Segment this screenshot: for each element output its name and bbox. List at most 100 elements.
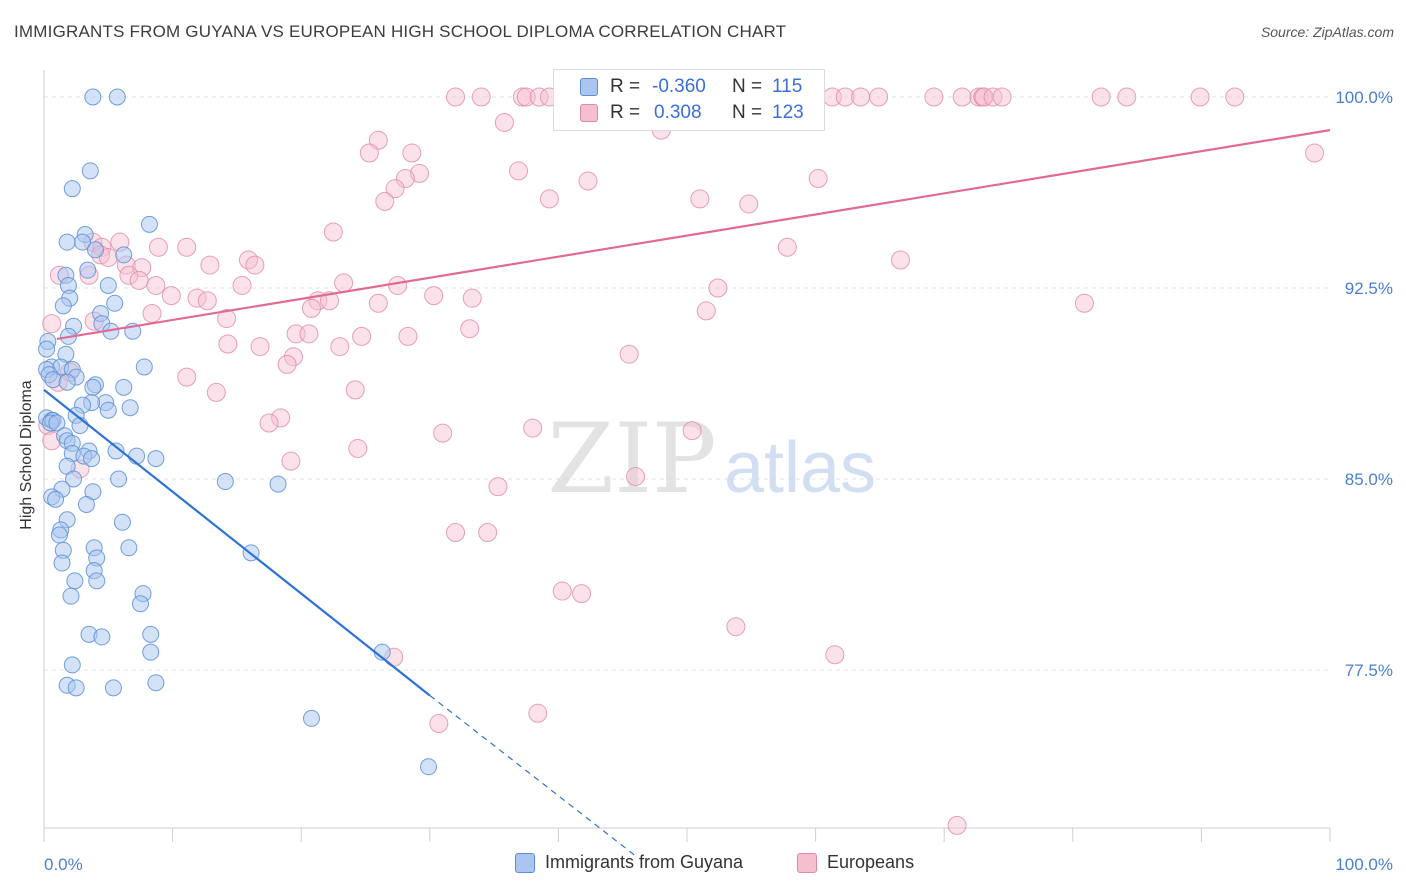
legend-item-europeans[interactable]: Europeans: [797, 852, 914, 873]
europeans-point: [572, 584, 592, 604]
guyana-point: [50, 526, 68, 544]
guyana-point: [93, 628, 111, 646]
europeans-point: [281, 451, 301, 471]
guyana-point: [54, 297, 72, 315]
legend-swatch-europeans: [797, 852, 817, 873]
europeans-point: [271, 408, 291, 428]
europeans-point: [232, 275, 252, 295]
europeans-point: [947, 815, 967, 835]
europeans-point: [217, 309, 237, 329]
europeans-swatch: [580, 104, 598, 122]
guyana-point: [63, 180, 81, 198]
guyana-point: [58, 373, 76, 391]
europeans-point: [494, 112, 514, 132]
europeans-point: [509, 161, 529, 181]
europeans-point: [690, 189, 710, 209]
europeans-point: [696, 301, 716, 321]
n-label: N =: [732, 76, 763, 97]
europeans-point: [42, 314, 62, 334]
europeans-point: [177, 367, 197, 387]
europeans-point: [259, 413, 279, 433]
r-label: R =: [610, 102, 641, 123]
guyana-point: [44, 371, 62, 389]
guyana-point: [86, 241, 104, 259]
guyana-point: [107, 442, 125, 460]
europeans-point: [146, 275, 166, 295]
y-tick-label: 100.0%: [1335, 88, 1393, 107]
europeans-point: [619, 344, 639, 364]
europeans-point: [552, 581, 572, 601]
guyana-points: [38, 88, 438, 776]
legend-swatch-guyana: [515, 852, 535, 873]
series-legend: Immigrants from Guyana Europeans: [0, 852, 1406, 878]
europeans-point: [250, 337, 270, 357]
n-value-guyana: 115: [772, 76, 803, 97]
guyana-point: [110, 470, 128, 488]
guyana-point: [115, 378, 133, 396]
guyana-point: [106, 294, 124, 312]
europeans-point: [1305, 143, 1325, 163]
europeans-point: [578, 171, 598, 191]
europeans-point: [385, 179, 405, 199]
r-value-guyana: -0.360: [652, 76, 706, 97]
r-label: R =: [610, 76, 641, 97]
stats-legend: R = -0.360 N = 115 R = 0.308 N = 123: [553, 69, 825, 131]
europeans-point: [368, 293, 388, 313]
guyana-point: [142, 625, 160, 643]
europeans-point: [529, 87, 549, 107]
guyana-swatch: [580, 78, 598, 96]
europeans-point: [359, 143, 379, 163]
europeans-point: [869, 87, 889, 107]
guyana-point: [140, 215, 158, 233]
europeans-point: [323, 222, 343, 242]
guyana-point: [81, 162, 99, 180]
europeans-point: [446, 87, 466, 107]
guyana-point: [48, 414, 66, 432]
guyana-point: [84, 88, 102, 106]
europeans-point: [1117, 87, 1137, 107]
guyana-point: [71, 417, 89, 435]
guyana-point: [120, 539, 138, 557]
europeans-point: [129, 270, 149, 290]
europeans-point: [825, 645, 845, 665]
europeans-point: [808, 168, 828, 188]
guyana-point: [62, 587, 80, 605]
europeans-point: [708, 278, 728, 298]
europeans-point: [462, 288, 482, 308]
europeans-point: [528, 703, 548, 723]
europeans-point: [398, 326, 418, 346]
guyana-point: [269, 475, 287, 493]
europeans-point: [424, 286, 444, 306]
guyana-point: [38, 340, 56, 358]
source-label: Source: ZipAtlas.com: [1260, 24, 1394, 40]
guyana-point: [131, 595, 149, 613]
watermark-zip: ZIP: [547, 403, 716, 515]
chart-title: IMMIGRANTS FROM GUYANA VS EUROPEAN HIGH …: [14, 22, 787, 41]
europeans-point: [410, 163, 430, 183]
n-value-europeans: 123: [772, 102, 804, 123]
guyana-point: [216, 473, 234, 491]
europeans-point: [206, 382, 226, 402]
europeans-point: [299, 324, 319, 344]
europeans-point: [851, 87, 871, 107]
europeans-point: [433, 423, 453, 443]
guyana-point: [65, 470, 83, 488]
europeans-point: [388, 275, 408, 295]
europeans-point: [835, 87, 855, 107]
watermark: ZIP atlas: [547, 403, 876, 515]
guyana-point: [84, 378, 102, 396]
guyana-point: [147, 674, 165, 692]
guyana-trend-line: [43, 389, 431, 697]
guyana-point: [135, 358, 153, 376]
europeans-point: [478, 522, 498, 542]
y-tick-label: 85.0%: [1345, 470, 1393, 489]
guyana-point: [83, 450, 101, 468]
legend-label-guyana: Immigrants from Guyana: [545, 852, 744, 872]
europeans-point: [345, 380, 365, 400]
europeans-point: [523, 418, 543, 438]
europeans-point: [1074, 293, 1094, 313]
europeans-point: [395, 168, 415, 188]
guyana-point: [99, 401, 117, 419]
legend-item-guyana[interactable]: Immigrants from Guyana: [515, 852, 743, 873]
